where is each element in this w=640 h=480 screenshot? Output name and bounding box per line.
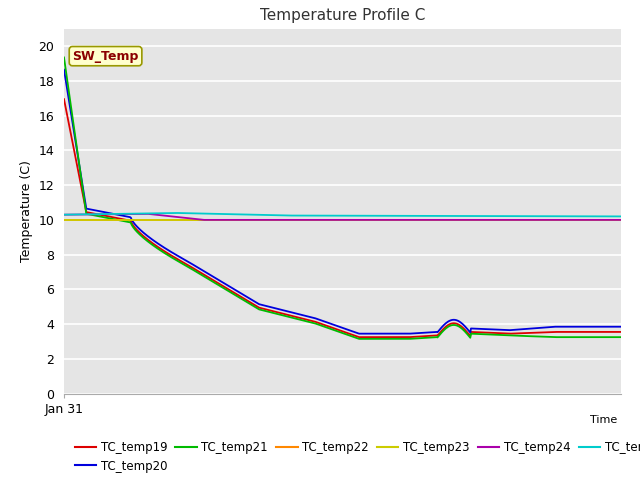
TC_temp23	[540, 217, 547, 223]
Line: TC_temp20: TC_temp20	[64, 70, 621, 334]
TC_temp19	[60, 96, 68, 102]
TC_temp20	[483, 326, 491, 332]
TC_temp25	[483, 213, 491, 219]
TC_temp20	[415, 330, 423, 336]
TC_temp25	[384, 213, 392, 219]
Line: TC_temp19: TC_temp19	[64, 99, 621, 337]
Title: Temperature Profile C: Temperature Profile C	[260, 9, 425, 24]
TC_temp21	[94, 213, 102, 219]
TC_temp20	[94, 208, 102, 214]
TC_temp25	[172, 210, 179, 216]
TC_temp21	[384, 336, 392, 342]
X-axis label: Time: Time	[591, 416, 618, 425]
TC_temp21	[399, 336, 406, 342]
TC_temp20	[399, 331, 406, 336]
Line: TC_temp24: TC_temp24	[64, 214, 621, 220]
TC_temp22	[617, 217, 625, 223]
TC_temp25	[617, 214, 625, 219]
TC_temp23	[617, 217, 625, 223]
TC_temp20	[60, 67, 68, 72]
TC_temp19	[415, 334, 423, 339]
TC_temp20	[540, 324, 548, 330]
TC_temp22	[383, 217, 391, 223]
TC_temp21	[617, 334, 625, 340]
TC_temp19	[384, 334, 392, 340]
TC_temp21	[60, 55, 68, 60]
TC_temp21	[483, 332, 491, 337]
TC_temp19	[483, 330, 491, 336]
TC_temp24	[143, 211, 151, 216]
TC_temp25	[60, 212, 68, 217]
TC_temp21	[540, 334, 548, 340]
TC_temp24	[541, 217, 548, 223]
TC_temp25	[415, 213, 423, 219]
TC_temp22	[540, 217, 547, 223]
TC_temp23	[398, 217, 406, 223]
TC_temp20	[617, 324, 625, 330]
Text: SW_Temp: SW_Temp	[72, 49, 139, 63]
TC_temp22	[94, 217, 102, 223]
TC_temp24	[484, 217, 492, 223]
TC_temp19	[617, 329, 625, 335]
TC_temp24	[200, 217, 207, 223]
TC_temp19	[94, 212, 102, 217]
TC_temp20	[384, 331, 392, 336]
TC_temp24	[94, 211, 102, 217]
TC_temp20	[356, 331, 364, 336]
Y-axis label: Temperature (C): Temperature (C)	[20, 160, 33, 262]
TC_temp23	[483, 217, 490, 223]
Line: TC_temp25: TC_temp25	[64, 213, 621, 216]
TC_temp24	[617, 217, 625, 223]
TC_temp23	[94, 217, 102, 223]
TC_temp22	[60, 217, 68, 223]
TC_temp24	[385, 217, 392, 223]
TC_temp21	[415, 336, 423, 341]
Line: TC_temp21: TC_temp21	[64, 58, 621, 339]
TC_temp19	[540, 329, 548, 335]
TC_temp22	[398, 217, 406, 223]
TC_temp25	[94, 211, 102, 217]
TC_temp23	[60, 217, 68, 223]
TC_temp22	[415, 217, 422, 223]
TC_temp23	[383, 217, 391, 223]
TC_temp22	[483, 217, 490, 223]
Legend: TC_temp19, TC_temp20, TC_temp21, TC_temp22, TC_temp23, TC_temp24, TC_temp25: TC_temp19, TC_temp20, TC_temp21, TC_temp…	[70, 436, 640, 477]
TC_temp19	[356, 334, 364, 340]
TC_temp24	[416, 217, 424, 223]
TC_temp23	[415, 217, 422, 223]
TC_temp19	[399, 334, 406, 340]
TC_temp25	[540, 213, 548, 219]
TC_temp24	[60, 212, 68, 217]
TC_temp21	[356, 336, 364, 342]
TC_temp24	[399, 217, 407, 223]
TC_temp25	[399, 213, 406, 219]
